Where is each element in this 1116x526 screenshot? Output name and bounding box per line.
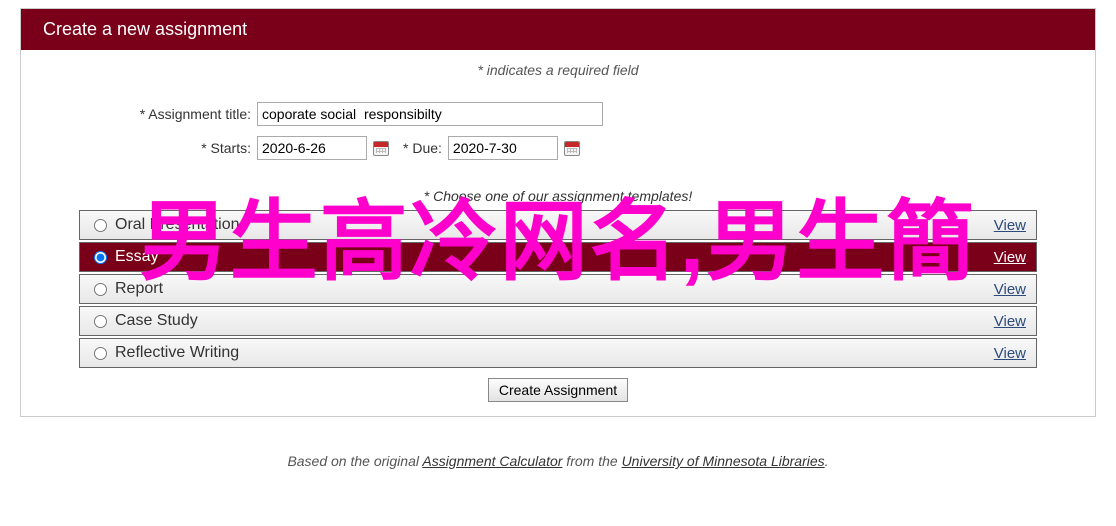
template-row[interactable]: Reflective WritingView [79,338,1037,368]
due-date-input[interactable] [448,136,558,160]
template-name: Report [115,280,994,298]
required-note: * indicates a required field [39,62,1077,78]
footer-link-calculator[interactable]: Assignment Calculator [422,453,562,469]
template-radio[interactable] [94,315,107,328]
panel-body: * indicates a required field * Assignmen… [21,50,1095,416]
footer-link-umn[interactable]: University of Minnesota Libraries [622,453,825,469]
footer-suffix: . [825,453,829,469]
row-title: * Assignment title: [39,102,1077,126]
calendar-icon[interactable] [373,141,389,156]
template-radio[interactable] [94,251,107,264]
row-dates: * Starts: * Due: [39,136,1077,160]
footer-prefix: Based on the original [287,453,422,469]
label-due: * Due: [403,140,442,156]
footer-text: Based on the original Assignment Calcula… [0,453,1116,469]
template-name: Essay [115,248,994,266]
create-assignment-button[interactable]: Create Assignment [488,378,628,402]
submit-row: Create Assignment [39,378,1077,402]
template-radio[interactable] [94,219,107,232]
template-view-link[interactable]: View [994,217,1026,234]
template-radio[interactable] [94,347,107,360]
template-note: * Choose one of our assignment templates… [39,188,1077,204]
label-title: * Assignment title: [39,106,257,122]
template-name: Oral Presentation [115,216,994,234]
template-row[interactable]: EssayView [79,242,1037,272]
template-radio[interactable] [94,283,107,296]
assignment-title-input[interactable] [257,102,603,126]
template-list: Oral PresentationViewEssayViewReportView… [79,210,1037,368]
template-view-link[interactable]: View [994,313,1026,330]
starts-date-input[interactable] [257,136,367,160]
template-name: Case Study [115,312,994,330]
footer-middle: from the [562,453,621,469]
assignment-panel: Create a new assignment * indicates a re… [20,8,1096,417]
label-starts: * Starts: [39,140,257,156]
template-view-link[interactable]: View [994,249,1026,266]
template-view-link[interactable]: View [994,345,1026,362]
template-row[interactable]: Case StudyView [79,306,1037,336]
template-view-link[interactable]: View [994,281,1026,298]
calendar-icon[interactable] [564,141,580,156]
template-row[interactable]: ReportView [79,274,1037,304]
panel-title: Create a new assignment [21,9,1095,50]
template-name: Reflective Writing [115,344,994,362]
template-row[interactable]: Oral PresentationView [79,210,1037,240]
